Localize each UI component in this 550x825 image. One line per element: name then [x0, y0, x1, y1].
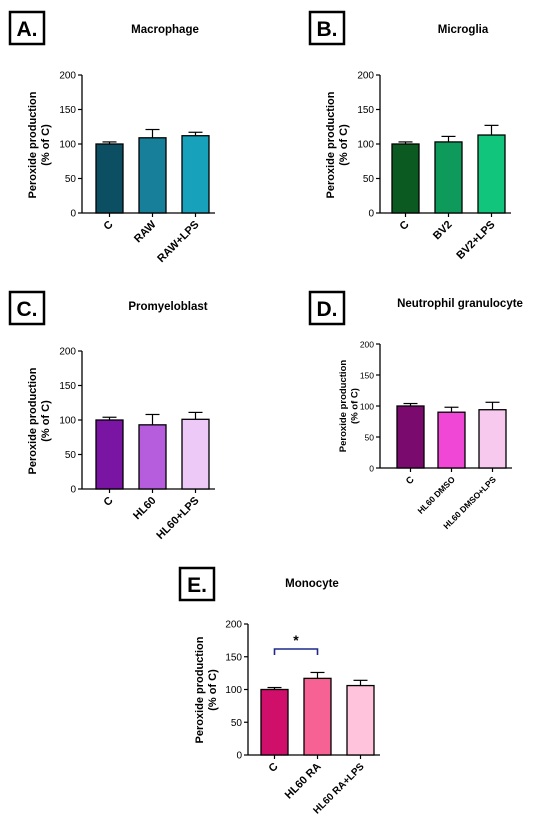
x-tick-label: HL60 RA — [283, 761, 324, 802]
x-tick-label: C — [102, 219, 116, 233]
x-tick-label: BV2+LPS — [454, 219, 497, 262]
y-tick-label: 100 — [59, 416, 76, 427]
bar-hl60 — [138, 424, 167, 490]
bar-hl60-lps — [181, 418, 210, 490]
y-tick-label: 200 — [59, 347, 76, 358]
x-tick-label: BV2 — [431, 219, 455, 243]
y-axis-label: Peroxide production(% of C) — [338, 360, 361, 453]
panel-letter: B. — [317, 18, 338, 41]
y-tick-label: 150 — [59, 105, 76, 116]
bar-c — [391, 143, 420, 214]
panel-letter-box — [8, 290, 46, 326]
y-axis-label: Peroxide production(% of C) — [27, 367, 52, 474]
x-tick-label: HL60 DMSO — [415, 474, 457, 516]
bar-hl60-ra-lps — [346, 684, 375, 756]
chart-panel-c: C. Promyeloblast 0 50 100 150 200 Peroxide prod… — [8, 290, 215, 542]
bar-raw — [138, 137, 167, 214]
chart-title: Microglia — [438, 24, 489, 36]
panel-letter-box — [8, 10, 46, 46]
bar-c — [396, 405, 425, 469]
y-tick-label: 50 — [65, 174, 77, 185]
y-tick-label: 50 — [231, 718, 243, 729]
y-tick-label: 50 — [363, 174, 375, 185]
chart-title: Neutrophil granulocyte — [397, 298, 523, 310]
y-tick-label: 150 — [225, 652, 242, 663]
panel-letter-box — [308, 10, 346, 46]
y-axis-label: Peroxide production(% of C) — [27, 91, 52, 198]
y-tick-label: 200 — [59, 71, 76, 82]
x-tick-label: RAW+LPS — [155, 219, 201, 265]
y-axis-label: Peroxide production(% of C) — [325, 91, 350, 198]
bar-hl60-dmso — [437, 411, 466, 469]
y-tick-label: 150 — [357, 105, 374, 116]
chart-title: Macrophage — [131, 24, 199, 36]
panel-letter-box — [308, 290, 346, 326]
y-axis-label: Peroxide production(% of C) — [194, 636, 219, 743]
bar-c — [260, 688, 289, 756]
y-tick-label: 200 — [225, 620, 242, 631]
panel-letter-box — [178, 566, 216, 602]
y-tick-label: 100 — [225, 685, 242, 696]
y-tick-label: 0 — [236, 751, 242, 762]
y-tick-label: 100 — [357, 140, 374, 151]
y-tick-label: 150 — [360, 371, 374, 381]
y-tick-label: 0 — [368, 209, 374, 220]
chart-panel-e: E. Monocyte 0 50 100 150 200 Peroxide productio… — [178, 566, 380, 816]
significance-bracket — [273, 648, 319, 655]
chart-title: Promyeloblast — [128, 301, 207, 313]
y-tick-label: 0 — [70, 485, 76, 496]
x-tick-label: HL60 — [131, 495, 159, 523]
y-tick-label: 50 — [365, 433, 375, 443]
panel-letter: D. — [317, 298, 338, 321]
y-tick-label: 100 — [360, 402, 374, 412]
bar-raw-lps — [181, 135, 210, 214]
panel-letter: E. — [187, 574, 207, 597]
y-tick-label: 0 — [369, 464, 374, 474]
bar-hl60-dmso-lps — [478, 409, 507, 469]
bar-bv2-lps — [477, 134, 506, 214]
x-tick-label: C — [267, 761, 281, 775]
significance-label: * — [293, 632, 299, 648]
x-tick-label: C — [404, 474, 417, 487]
y-tick-label: 150 — [59, 381, 76, 392]
chart-panel-b: B. Microglia 0 50 100 150 200 Peroxide producti… — [308, 10, 511, 262]
x-tick-label: RAW — [132, 218, 159, 245]
panel-letter: C. — [17, 298, 38, 321]
y-tick-label: 100 — [59, 140, 76, 151]
bar-bv2 — [434, 141, 463, 214]
bar-c — [95, 419, 124, 490]
bar-c — [95, 143, 124, 214]
bar-hl60-ra — [303, 677, 332, 756]
y-tick-label: 200 — [357, 71, 374, 82]
y-tick-label: 200 — [360, 340, 374, 350]
x-tick-label: C — [102, 495, 116, 509]
x-tick-label: HL60+LPS — [154, 495, 201, 542]
chart-panel-d: D. Neutrophil granulocyte 0 50 100 150 200 Pero… — [308, 290, 523, 531]
chart-title: Monocyte — [285, 578, 339, 590]
chart-panel-a: A. Macrophage 0 50 100 150 200 Peroxide product… — [8, 10, 215, 265]
panel-letter: A. — [17, 18, 38, 41]
y-tick-label: 0 — [70, 209, 76, 220]
y-tick-label: 50 — [65, 450, 77, 461]
x-tick-label: C — [398, 219, 412, 233]
